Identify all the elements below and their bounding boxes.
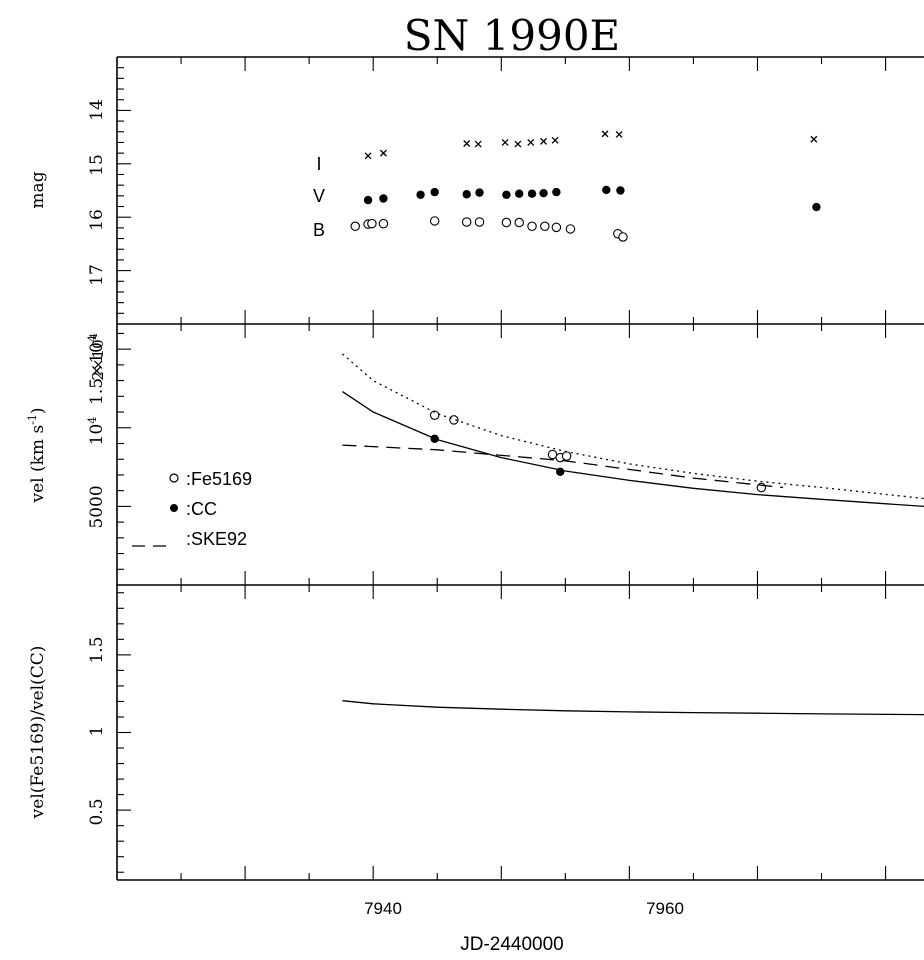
point-p0-b-4: [430, 217, 438, 225]
point-p1-fe5169-2: [548, 450, 556, 458]
point-p0-i-5: [515, 141, 521, 147]
point-p0-i-10: [616, 131, 622, 137]
line-p2-ratio: [342, 701, 924, 715]
point-p0-v-0: [364, 196, 372, 204]
mag-y-tick-label-15: 15: [87, 154, 107, 176]
panel-ratio: vel(Fe5169)/vel(CC): [28, 585, 924, 880]
point-p0-v-6: [502, 191, 510, 199]
point-p0-i-6: [528, 139, 534, 145]
panel-vel-y-label-tail: ): [28, 407, 48, 414]
panel-mag-y-label: mag: [28, 171, 48, 208]
panel-vel-y-label-sup: -1: [26, 414, 39, 425]
point-p0-b-8: [515, 218, 523, 226]
vel-y-tick-label-10000-sup: 4: [86, 417, 99, 424]
vel-y-tick-label-15000-base: 1.5×10: [87, 342, 107, 405]
point-p1-fe5169-4: [562, 452, 570, 460]
x-axis-label: JD-2440000: [460, 934, 564, 955]
vel-y-tick-label-15000: 1.5×104: [86, 335, 107, 405]
point-p0-i-1: [380, 150, 386, 156]
line-p1-cc-fit: [342, 392, 924, 507]
ratio-y-tick-label-0-5: 0.5: [87, 798, 107, 825]
panel-vel-y-label-text: vel (km s: [28, 425, 48, 504]
point-p0-i-8: [552, 137, 558, 143]
point-p0-v-3: [430, 188, 438, 196]
point-p0-i-7: [541, 138, 547, 144]
point-p0-v-5: [475, 188, 483, 196]
point-p0-b-3: [379, 219, 387, 227]
vel-y-tick-label-10000-base: 10: [87, 424, 107, 446]
band-label-i: I: [316, 154, 321, 174]
mag-y-tick-label-14: 14: [87, 99, 107, 121]
point-p0-b-11: [552, 223, 560, 231]
point-p0-v-4: [463, 190, 471, 198]
x-tick-label-7960: 7960: [646, 899, 684, 918]
point-p0-i-4: [502, 139, 508, 145]
panel-vel-y-label: vel (km s-1): [26, 407, 48, 503]
legend-marker-fe5169: [170, 474, 178, 482]
band-label-b: B: [313, 220, 325, 240]
point-p0-v-11: [602, 186, 610, 194]
data-marks: [342, 131, 924, 715]
point-p0-v-1: [379, 194, 387, 202]
point-p0-v-10: [552, 188, 560, 196]
point-p0-v-12: [616, 186, 624, 194]
vel-y-tick-label-5000: 5000: [87, 485, 107, 528]
vel-y-tick-label-15000-sup: 4: [86, 335, 99, 342]
point-p0-b-7: [502, 218, 510, 226]
legend: :Fe5169 :CC :SKE92: [132, 469, 252, 549]
vel-y-tick-label-10000: 104: [86, 417, 107, 446]
point-p0-i-11: [811, 136, 817, 142]
chart-title: SN 1990E: [404, 11, 620, 60]
point-p0-v-13: [812, 203, 820, 211]
mag-y-tick-label-17: 17: [87, 264, 107, 286]
point-p0-b-14: [619, 233, 627, 241]
legend-label-cc: :CC: [186, 499, 217, 519]
legend-marker-cc: [170, 504, 178, 512]
point-p0-v-2: [416, 191, 424, 199]
point-p0-b-2: [368, 219, 376, 227]
point-p0-i-9: [602, 131, 608, 137]
line-p1-fe5169-fit: [342, 354, 924, 499]
point-p0-i-0: [365, 153, 371, 159]
point-p0-b-9: [528, 222, 536, 230]
point-p0-v-9: [539, 189, 547, 197]
mag-y-tick-label-16: 16: [87, 209, 107, 231]
band-label-v: V: [313, 186, 325, 206]
legend-label-ske92: :SKE92: [186, 529, 247, 549]
point-p0-b-0: [351, 222, 359, 230]
point-p0-b-5: [463, 218, 471, 226]
panel-ratio-y-label: vel(Fe5169)/vel(CC): [28, 646, 48, 820]
ratio-y-tick-label-1: 1: [87, 726, 107, 737]
x-tick-label-7940: 7940: [364, 899, 402, 918]
point-p0-b-6: [475, 218, 483, 226]
legend-label-fe5169: :Fe5169: [186, 469, 252, 489]
point-p0-i-2: [464, 141, 470, 147]
line-p1-ske92: [342, 445, 783, 487]
point-p0-b-12: [566, 225, 574, 233]
point-p0-v-8: [528, 190, 536, 198]
point-p0-v-7: [515, 190, 523, 198]
ratio-y-tick-label-1-5: 1.5: [87, 636, 107, 663]
point-p0-i-3: [475, 141, 481, 147]
point-p0-b-10: [541, 222, 549, 230]
